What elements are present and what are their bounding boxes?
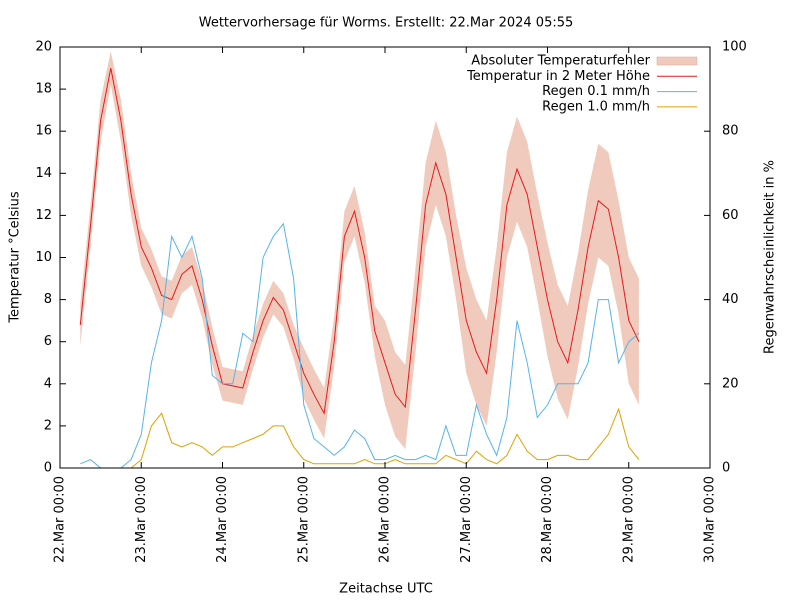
y-tick-label: 14 — [35, 166, 52, 181]
y2-tick-label: 40 — [722, 292, 739, 307]
x-tick-label: 23.Mar 00:00 — [134, 476, 149, 563]
legend-label: Temperatur in 2 Meter Höhe — [466, 69, 650, 84]
data-line — [79, 68, 640, 415]
legend-swatch — [656, 56, 698, 66]
y-tick-label: 8 — [44, 292, 52, 307]
y2-tick-label: 100 — [722, 40, 747, 55]
y-tick-label: 2 — [44, 418, 52, 433]
x-tick-label: 29.Mar 00:00 — [621, 476, 636, 563]
y-tick-label: 6 — [44, 334, 52, 349]
legend-label: Regen 0.1 mm/h — [542, 84, 650, 99]
x-tick-label: 27.Mar 00:00 — [459, 476, 474, 563]
x-tick-label: 22.Mar 00:00 — [53, 476, 68, 563]
x-axis-title: Zeitachse UTC — [339, 582, 433, 597]
x-tick-label: 28.Mar 00:00 — [540, 476, 555, 563]
data-line — [80, 407, 640, 469]
y-tick-label: 20 — [35, 40, 52, 55]
legend-label: Regen 1.0 mm/h — [542, 99, 650, 114]
y-tick-label: 12 — [35, 208, 52, 223]
x-tick-label: 24.Mar 00:00 — [215, 476, 230, 563]
y2-axis-title: Regenwahrscheinlichkeit in % — [763, 160, 778, 354]
y-tick-label: 4 — [44, 376, 52, 391]
chart-title: Wettervorhersage für Worms. Erstellt: 22… — [199, 16, 574, 31]
x-tick-label: 30.Mar 00:00 — [703, 476, 718, 563]
y2-tick-label: 60 — [722, 208, 739, 223]
x-tick-label: 26.Mar 00:00 — [378, 476, 393, 563]
y-tick-label: 16 — [35, 124, 52, 139]
y-tick-label: 18 — [35, 82, 52, 97]
y-tick-label: 10 — [35, 250, 52, 265]
y2-tick-label: 0 — [722, 461, 730, 476]
legend-label: Absoluter Temperaturfehler — [471, 54, 650, 69]
y2-tick-label: 20 — [722, 376, 739, 391]
error-band — [80, 51, 639, 450]
x-tick-label: 25.Mar 00:00 — [296, 476, 311, 563]
y2-tick-label: 80 — [722, 124, 739, 139]
y-axis-title: Temperatur °Celsius — [8, 191, 23, 324]
y-tick-label: 0 — [44, 461, 52, 476]
data-line — [80, 222, 640, 469]
